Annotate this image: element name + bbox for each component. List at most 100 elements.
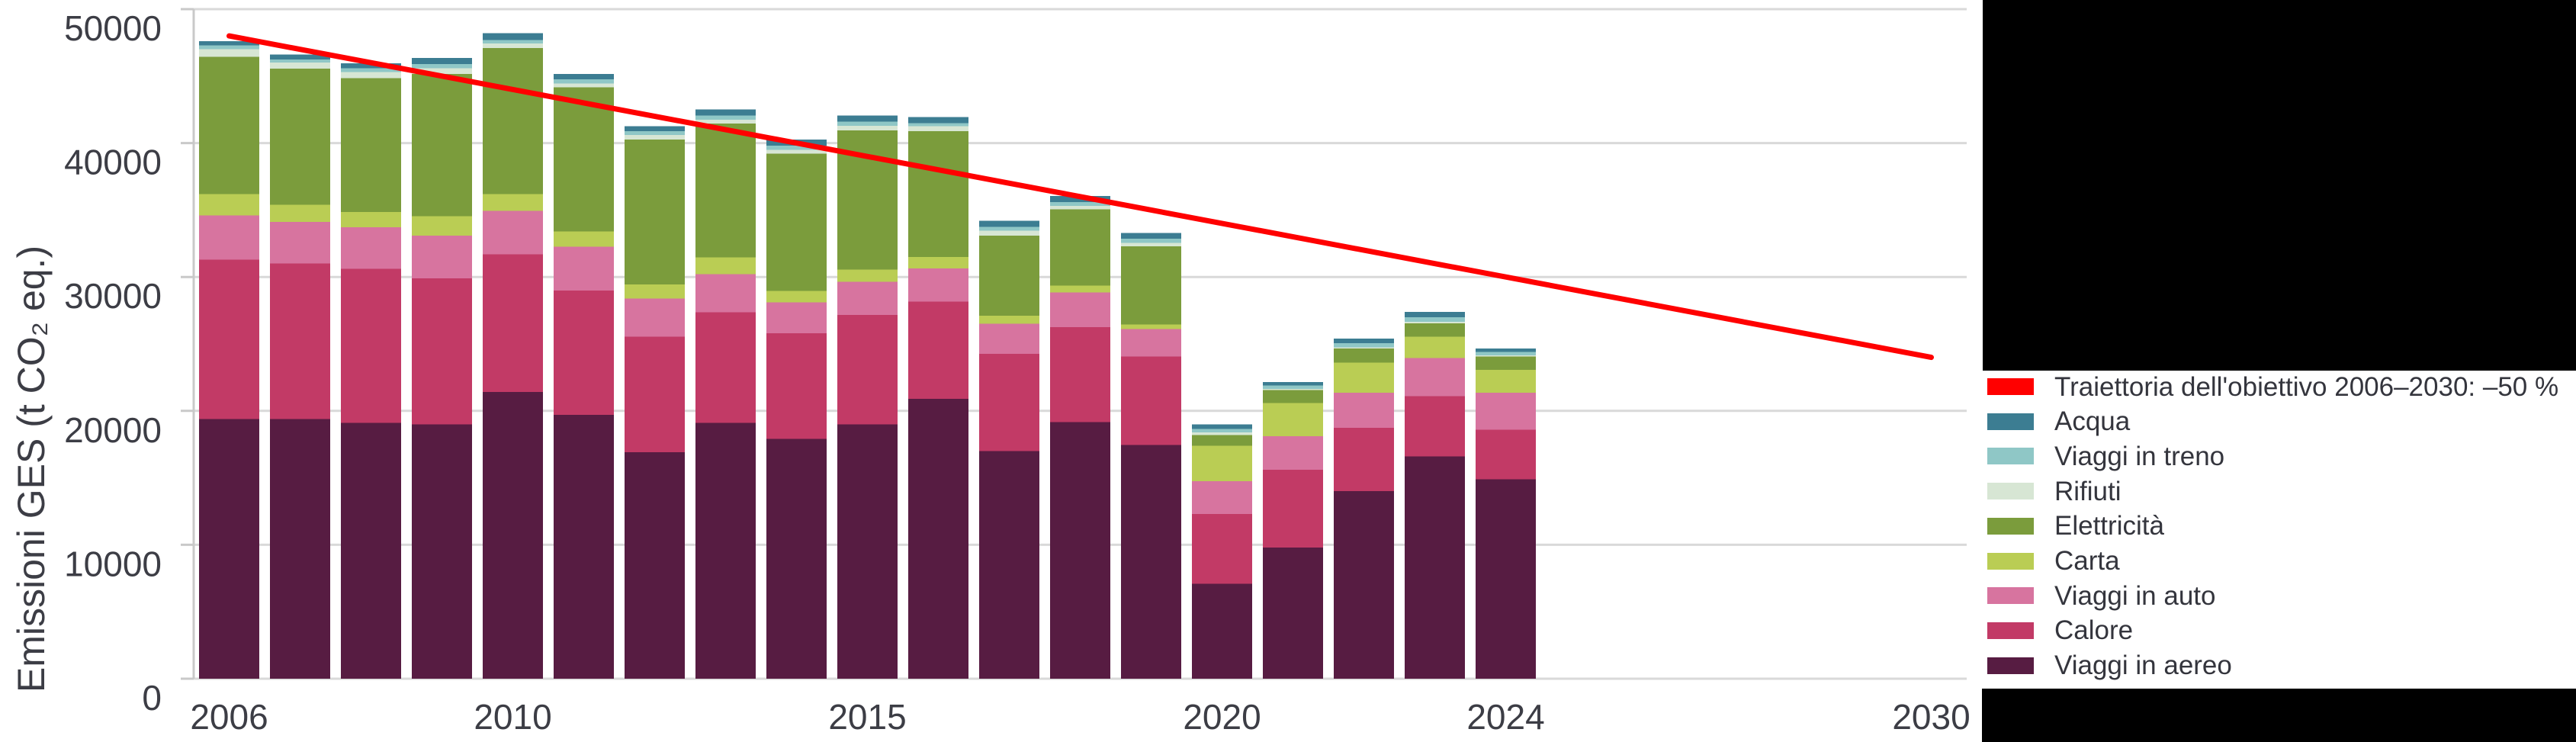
- legend-label: Rifiuti: [2054, 476, 2122, 506]
- bar-segment-2011-elettricita: [554, 87, 614, 232]
- bar-segment-2022-viaggi-in-aereo: [1334, 491, 1394, 679]
- bar-segment-2006-elettricita: [199, 56, 259, 194]
- bar-segment-2018-calore: [1050, 327, 1110, 422]
- bar-segment-2006-viaggi-in-treno: [199, 45, 259, 50]
- redaction-box-top-right: [1983, 0, 2576, 371]
- bar-segment-2013-carta: [695, 257, 756, 275]
- bar-segment-2015-calore: [837, 315, 898, 425]
- legend-label: Elettricità: [2054, 511, 2164, 541]
- bar-segment-2008-viaggi-in-auto: [341, 227, 401, 269]
- bar-segment-2019-viaggi-in-treno: [1121, 239, 1181, 243]
- bar-segment-2017-viaggi-in-auto: [979, 323, 1039, 355]
- bar-segment-2020-calore: [1192, 514, 1252, 584]
- bar-segment-2019-rifiuti: [1121, 243, 1181, 246]
- bar-segment-2020-acqua: [1192, 424, 1252, 429]
- bar-segment-2023-elettricita: [1405, 323, 1465, 337]
- legend-label: Calore: [2054, 615, 2134, 646]
- legend-swatch-icon: [1987, 552, 2034, 570]
- bar-segment-2016-carta: [908, 256, 968, 268]
- bar-segment-2016-acqua: [908, 117, 968, 124]
- bar-segment-2017-calore: [979, 354, 1039, 451]
- bar-segment-2007-elettricita: [270, 69, 330, 205]
- bar-segment-2011-calore: [554, 290, 614, 416]
- x-tick-label-2024: 2024: [1466, 697, 1544, 737]
- bar-segment-2008-viaggi-in-aereo: [341, 422, 401, 679]
- legend-row-7: Calore: [1987, 617, 2133, 644]
- legend-swatch-icon: [1987, 587, 2034, 605]
- bar-segment-2024-acqua: [1476, 349, 1536, 352]
- bar-segment-2015-acqua: [837, 115, 898, 122]
- bar-segment-2021-viaggi-in-auto: [1263, 436, 1323, 471]
- bar-segment-2023-acqua: [1405, 311, 1465, 317]
- x-tick-label-2015: 2015: [828, 697, 906, 737]
- bar-segment-2012-elettricita: [625, 140, 685, 284]
- bar-segment-2018-viaggi-in-aereo: [1050, 422, 1110, 679]
- bar-segment-2008-acqua: [341, 63, 401, 69]
- bar-segment-2010-viaggi-in-auto: [483, 210, 543, 255]
- legend-label: Viaggi in treno: [2054, 441, 2225, 471]
- bar-segment-2016-viaggi-in-treno: [908, 123, 968, 127]
- bar-segment-2019-viaggi-in-auto: [1121, 329, 1181, 357]
- bar-segment-2010-calore: [483, 254, 543, 393]
- bar-segment-2017-viaggi-in-aereo: [979, 451, 1039, 679]
- bar-segment-2012-carta: [625, 284, 685, 299]
- bar-segment-2011-viaggi-in-aereo: [554, 415, 614, 679]
- bar-segment-2006-viaggi-in-auto: [199, 215, 259, 260]
- y-tick-label: 10000: [64, 544, 162, 583]
- bar-segment-2014-carta: [766, 291, 827, 303]
- bar-segment-2022-rifiuti: [1334, 347, 1394, 349]
- redaction-box-bottom-right: [1982, 689, 2576, 742]
- bar-segment-2021-elettricita: [1263, 390, 1323, 403]
- bar-segment-2016-elettricita: [908, 130, 968, 257]
- bar-segment-2018-rifiuti: [1050, 206, 1110, 210]
- legend-label: Acqua: [2054, 406, 2131, 437]
- bar-segment-2011-viaggi-in-auto: [554, 246, 614, 291]
- legend-swatch-icon: [1987, 622, 2034, 639]
- bar-segment-2023-calore: [1405, 396, 1465, 457]
- bar-segment-2023-rifiuti: [1405, 322, 1465, 323]
- x-tick-label-2030: 2030: [1892, 697, 1970, 737]
- bar-segment-2008-elettricita: [341, 78, 401, 213]
- bar-segment-2016-viaggi-in-auto: [908, 268, 968, 302]
- bar-segment-2020-carta: [1192, 445, 1252, 481]
- bar-segment-2016-viaggi-in-aereo: [908, 398, 968, 679]
- legend-label: Carta: [2054, 546, 2120, 576]
- y-axis-title: Emissioni GES (t CO₂ eq.): [10, 246, 53, 692]
- bar-segment-2009-viaggi-in-aereo: [412, 424, 472, 679]
- bar-segment-2008-rifiuti: [341, 72, 401, 79]
- legend-swatch-icon: [1987, 517, 2034, 535]
- legend-row-4: Elettricità: [1987, 512, 2164, 539]
- bar-segment-2009-rifiuti: [412, 68, 472, 75]
- bar-segment-2018-elettricita: [1050, 209, 1110, 286]
- bar-segment-2010-carta: [483, 194, 543, 211]
- bar-segment-2010-acqua: [483, 33, 543, 40]
- bar-segment-2014-viaggi-in-treno: [766, 146, 827, 150]
- bar-segment-2017-viaggi-in-treno: [979, 226, 1039, 231]
- bar-segment-2023-carta: [1405, 336, 1465, 358]
- bar-segment-2011-acqua: [554, 74, 614, 80]
- bar-segment-2009-elettricita: [412, 74, 472, 217]
- y-tick-label: 20000: [64, 410, 162, 450]
- bar-segment-2012-viaggi-in-auto: [625, 298, 685, 337]
- bar-segment-2006-viaggi-in-aereo: [199, 419, 259, 679]
- bar-segment-2009-carta: [412, 216, 472, 236]
- bar-segment-2008-calore: [341, 268, 401, 423]
- bar-segment-2015-rifiuti: [837, 125, 898, 130]
- y-tick-label: 40000: [64, 143, 162, 182]
- bar-segment-2019-viaggi-in-aereo: [1121, 445, 1181, 679]
- bar-segment-2007-acqua: [270, 54, 330, 59]
- bar-segment-2021-calore: [1263, 470, 1323, 548]
- bar-segment-2014-rifiuti: [766, 149, 827, 154]
- bar-segment-2022-viaggi-in-treno: [1334, 343, 1394, 348]
- bar-segment-2009-acqua: [412, 58, 472, 64]
- bar-segment-2013-elettricita: [695, 124, 756, 258]
- bar-segment-2009-viaggi-in-treno: [412, 63, 472, 69]
- legend-swatch-icon: [1987, 413, 2034, 430]
- legend-swatch-icon: [1987, 378, 2034, 395]
- bar-segment-2012-acqua: [625, 126, 685, 131]
- bar-segment-2017-carta: [979, 316, 1039, 324]
- legend-label: Viaggi in aereo: [2054, 650, 2232, 681]
- bar-segment-2011-rifiuti: [554, 83, 614, 88]
- bar-segment-2024-rifiuti: [1476, 355, 1536, 357]
- bar-segment-2024-viaggi-in-treno: [1476, 352, 1536, 355]
